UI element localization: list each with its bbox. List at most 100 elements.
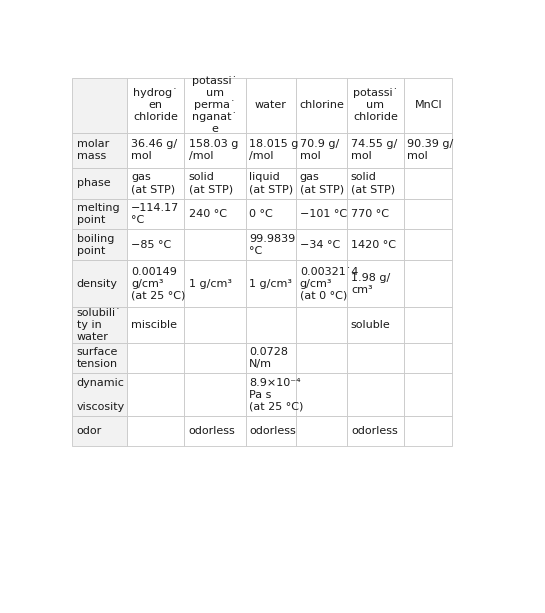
Text: water: water [255,101,287,110]
Bar [404,229,452,260]
Text: −34 °C: −34 °C [300,240,340,249]
Bar [72,78,128,132]
Text: 70.9 g/
mol: 70.9 g/ mol [300,139,339,161]
Text: 770 °C: 770 °C [351,209,389,219]
Bar [404,260,452,307]
Bar [184,260,245,307]
Text: MnCl: MnCl [414,101,442,110]
Bar [246,199,296,229]
Bar [72,168,128,199]
Bar [347,343,404,373]
Bar [296,132,347,168]
Bar [347,199,404,229]
Bar [296,260,347,307]
Bar [246,373,296,416]
Text: −85 °C: −85 °C [131,240,172,249]
Text: 0.00149
g/cm³
(at 25 °C): 0.00149 g/cm³ (at 25 °C) [131,267,186,300]
Bar [184,199,245,229]
Text: potassi˙
um
perma˙
nganat˙
e: potassi˙ um perma˙ nganat˙ e [192,77,238,134]
Bar [246,307,296,343]
Bar [72,343,128,373]
Bar [184,229,245,260]
Text: 8.9×10⁻⁴
Pa s
(at 25 °C): 8.9×10⁻⁴ Pa s (at 25 °C) [249,378,304,411]
Bar [72,307,128,343]
Bar [128,78,184,132]
Bar [404,132,452,168]
Text: 90.39 g/
mol: 90.39 g/ mol [407,139,453,161]
Bar [347,260,404,307]
Bar [246,416,296,446]
Text: dynamic

viscosity: dynamic viscosity [77,378,125,411]
Bar [404,373,452,416]
Text: hydrog˙
en
chloride: hydrog˙ en chloride [134,88,178,123]
Bar [404,199,452,229]
Bar [296,229,347,260]
Text: 158.03 g
/mol: 158.03 g /mol [189,139,238,161]
Text: phase: phase [77,178,111,188]
Text: −101 °C: −101 °C [300,209,347,219]
Text: 18.015 g
/mol: 18.015 g /mol [249,139,299,161]
Bar [347,307,404,343]
Bar [246,132,296,168]
Text: 99.9839
°C: 99.9839 °C [249,234,295,256]
Text: solid
(at STP): solid (at STP) [351,172,395,194]
Text: chlorine: chlorine [299,101,344,110]
Bar [404,78,452,132]
Bar [404,343,452,373]
Bar [128,343,184,373]
Bar [404,416,452,446]
Text: boiling
point: boiling point [77,234,114,256]
Bar [296,416,347,446]
Bar [404,307,452,343]
Text: odorless: odorless [189,426,235,436]
Text: odor: odor [77,426,102,436]
Bar [347,373,404,416]
Bar [72,199,128,229]
Bar [246,168,296,199]
Bar [184,307,245,343]
Bar [296,343,347,373]
Bar [296,168,347,199]
Bar [128,307,184,343]
Bar [347,229,404,260]
Bar [296,373,347,416]
Bar [128,132,184,168]
Text: 240 °C: 240 °C [189,209,227,219]
Text: surface
tension: surface tension [77,347,118,369]
Bar [404,168,452,199]
Bar [184,373,245,416]
Bar [347,132,404,168]
Bar [72,132,128,168]
Bar [128,229,184,260]
Text: odorless: odorless [249,426,296,436]
Bar [128,260,184,307]
Text: odorless: odorless [351,426,398,436]
Text: 0.0728
N/m: 0.0728 N/m [249,347,288,369]
Bar [296,199,347,229]
Bar [246,260,296,307]
Text: solid
(at STP): solid (at STP) [189,172,233,194]
Text: solubili˙
ty in
water: solubili˙ ty in water [77,308,122,342]
Text: potassi˙
um
chloride: potassi˙ um chloride [353,88,398,123]
Bar [347,78,404,132]
Text: 0 °C: 0 °C [249,209,273,219]
Text: 0.00321˙4
g/cm³
(at 0 °C): 0.00321˙4 g/cm³ (at 0 °C) [300,267,358,300]
Text: 36.46 g/
mol: 36.46 g/ mol [131,139,177,161]
Text: 1420 °C: 1420 °C [351,240,396,249]
Bar [347,168,404,199]
Text: melting
point: melting point [77,203,119,225]
Bar [72,260,128,307]
Bar [128,168,184,199]
Text: 74.55 g/
mol: 74.55 g/ mol [351,139,397,161]
Text: molar
mass: molar mass [77,139,109,161]
Bar [246,229,296,260]
Text: gas
(at STP): gas (at STP) [300,172,344,194]
Bar [72,373,128,416]
Text: liquid
(at STP): liquid (at STP) [249,172,293,194]
Bar [72,416,128,446]
Bar [296,78,347,132]
Text: gas
(at STP): gas (at STP) [131,172,175,194]
Bar [246,78,296,132]
Bar [72,229,128,260]
Text: soluble: soluble [351,320,391,330]
